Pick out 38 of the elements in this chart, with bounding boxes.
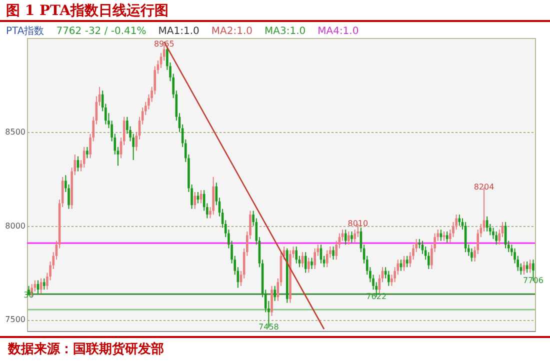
- candlestick: [388, 270, 390, 286]
- chart-title: 图 1 PTA指数日线运行图: [6, 2, 169, 20]
- y-tick-label: 8500: [5, 127, 26, 136]
- candlestick: [86, 146, 88, 159]
- text: MA1:1.0: [158, 26, 200, 37]
- annotation: 7706: [523, 276, 544, 286]
- candlestick: [348, 230, 350, 246]
- candlestick: [270, 285, 273, 316]
- candlestick: [446, 230, 448, 244]
- candlestick: [495, 230, 498, 246]
- candlestick: [529, 259, 532, 274]
- text: PTA指数: [6, 24, 44, 38]
- candlestick: [295, 246, 298, 264]
- candlestick: [314, 248, 316, 270]
- candlestick: [34, 280, 36, 292]
- candlestick: [442, 230, 446, 242]
- y-tick-label: 8000: [5, 221, 26, 230]
- candlestick: [304, 252, 307, 274]
- text: MA4:1.0: [318, 26, 359, 37]
- text: MA3:1.0: [264, 26, 306, 37]
- candlestick: [332, 246, 334, 260]
- candlestick: [406, 255, 408, 268]
- candlestick: [274, 285, 276, 302]
- candlestick: [326, 250, 328, 268]
- candlestick: [308, 257, 310, 274]
- candlestick: [82, 146, 86, 168]
- candlestick: [42, 278, 46, 290]
- source-note: 数据来源：国联期货研发部: [8, 340, 164, 358]
- annotation: 8204: [474, 182, 494, 192]
- annotation: 8010: [348, 218, 368, 228]
- text: 7762 -32 / -0.41%: [56, 26, 146, 37]
- candlestick: [350, 230, 353, 244]
- candlestick: [194, 192, 196, 210]
- text: MA2:1.0: [211, 26, 252, 37]
- candlestick: [470, 248, 473, 262]
- candlestick: [310, 257, 313, 270]
- annotation: 7458: [258, 322, 279, 332]
- y-tick-label: 7500: [5, 315, 26, 324]
